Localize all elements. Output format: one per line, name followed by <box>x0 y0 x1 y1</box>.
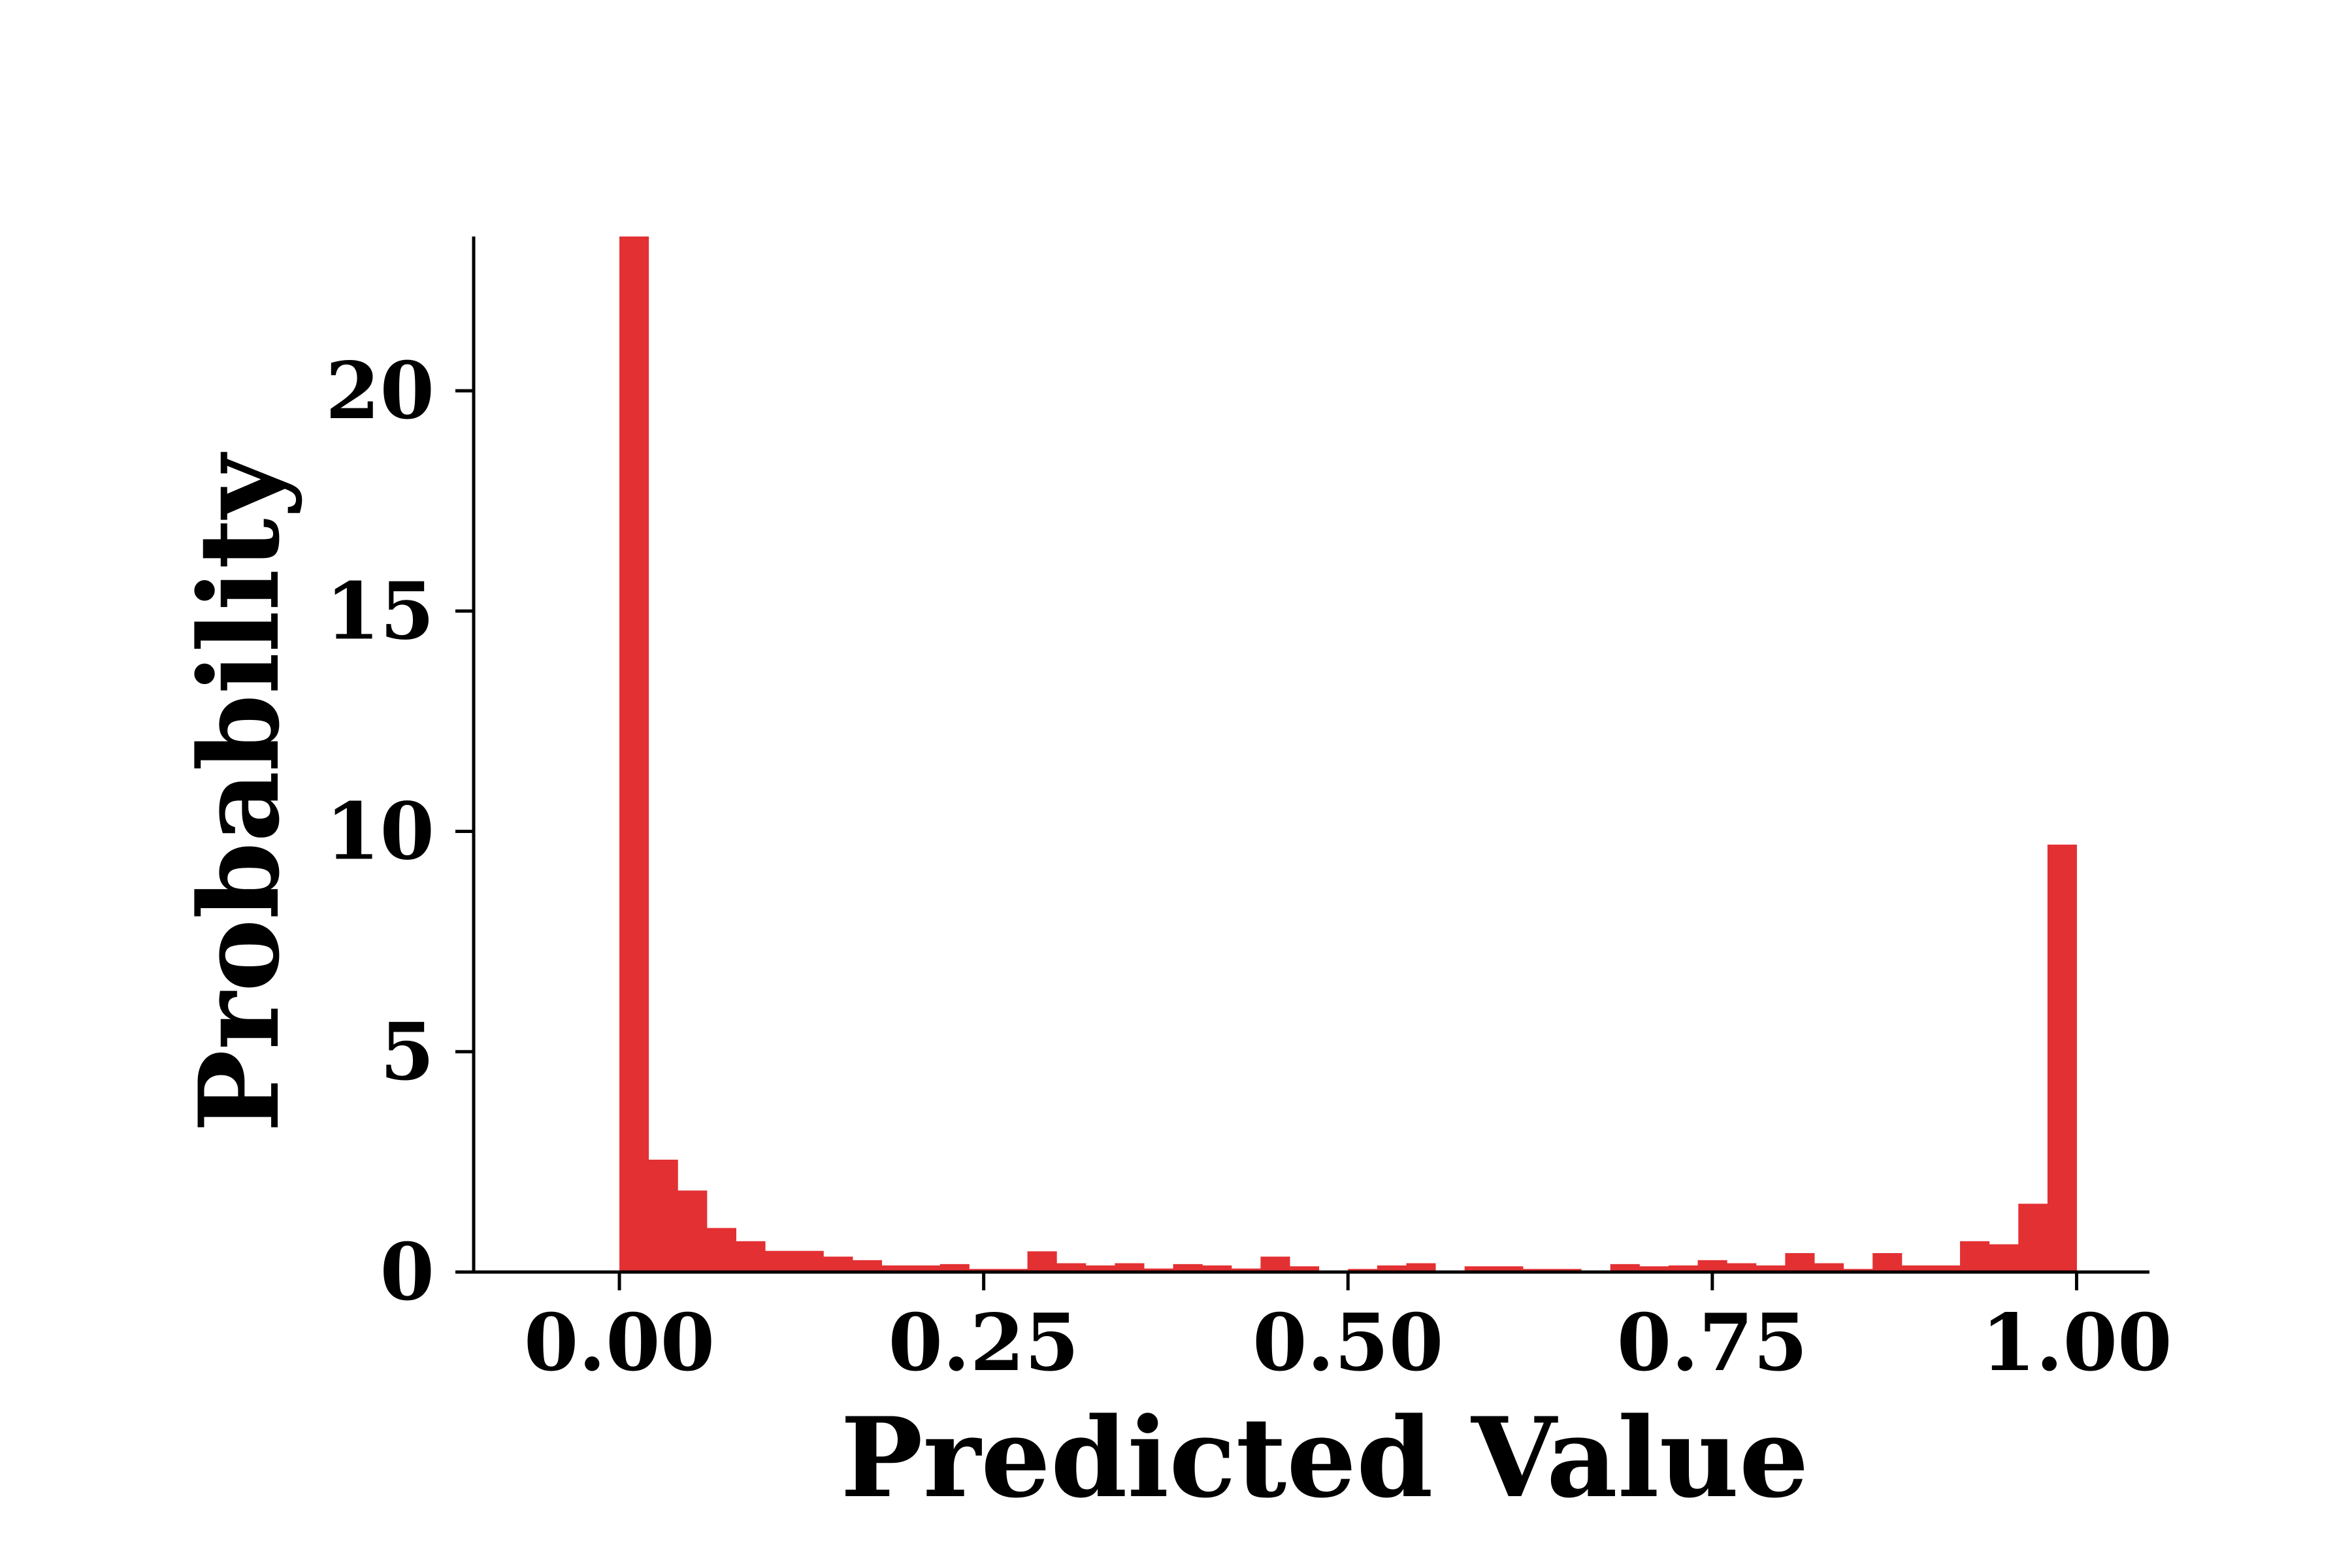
histogram-bar <box>1464 1266 1494 1272</box>
histogram-bar <box>1231 1268 1261 1272</box>
histogram-bar <box>852 1260 883 1272</box>
histogram-bar <box>794 1250 824 1272</box>
histogram-bar <box>939 1264 970 1272</box>
y-axis-title: Probability <box>174 451 304 1132</box>
histogram-bar <box>1056 1263 1086 1272</box>
x-tick-label: 1.00 <box>1981 1297 2172 1389</box>
histogram-bar <box>1144 1268 1174 1272</box>
histogram-bar <box>1202 1265 1232 1272</box>
histogram-bar <box>648 1160 678 1272</box>
histogram-bar <box>1785 1252 1815 1272</box>
histogram-bar <box>1494 1266 1524 1272</box>
histogram-bar <box>678 1190 708 1272</box>
histogram-bar <box>1085 1265 1115 1272</box>
y-tick-label: 10 <box>325 786 434 878</box>
histogram-bar <box>911 1265 941 1272</box>
histogram-bar <box>1814 1263 1844 1272</box>
histogram-bar <box>1290 1266 1320 1272</box>
histogram-bar <box>1610 1264 1640 1272</box>
histogram-bar <box>2018 1203 2048 1272</box>
x-tick-label: 0.00 <box>524 1297 715 1389</box>
y-tick-label: 0 <box>380 1226 435 1318</box>
y-tick-label: 5 <box>380 1006 435 1098</box>
histogram-bar <box>765 1250 795 1272</box>
y-tick-label: 20 <box>325 345 434 437</box>
histogram-bar <box>706 1228 736 1272</box>
histogram-bar <box>1173 1264 1203 1272</box>
histogram-bar <box>881 1265 911 1272</box>
histogram-bar <box>1727 1263 1757 1272</box>
histogram-bar <box>823 1256 853 1272</box>
x-tick-label: 0.50 <box>1252 1297 1443 1389</box>
histogram-bar <box>1406 1263 1436 1272</box>
histogram-bar <box>1668 1265 1699 1272</box>
histogram-bar <box>1931 1265 1961 1272</box>
x-axis-title: Predicted Value <box>840 1393 1808 1522</box>
x-tick-label: 0.25 <box>889 1297 1079 1389</box>
histogram-bar <box>1115 1263 1145 1272</box>
histogram-bar <box>1989 1244 2019 1272</box>
histogram-bar <box>1377 1265 1407 1272</box>
histogram-bar <box>2047 844 2077 1272</box>
y-ticks-group: 0 5 10 15 20 <box>325 345 474 1318</box>
histogram-bar <box>1960 1241 1990 1272</box>
histogram-bar <box>736 1241 766 1272</box>
x-tick-label: 0.75 <box>1617 1297 1808 1389</box>
histogram-bar <box>1697 1260 1727 1272</box>
x-ticks-group: 0.00 0.25 0.50 0.75 1.00 <box>524 1272 2172 1389</box>
histogram-bar <box>1027 1251 1057 1272</box>
bars-group <box>619 237 2077 1272</box>
histogram-bar <box>619 237 649 1272</box>
histogram-bar <box>1872 1252 1903 1272</box>
histogram-bar <box>1901 1265 1931 1272</box>
histogram-bar <box>1260 1256 1290 1272</box>
histogram-bar <box>1639 1266 1669 1272</box>
histogram-bar <box>1756 1265 1786 1272</box>
y-tick-label: 15 <box>325 565 434 657</box>
